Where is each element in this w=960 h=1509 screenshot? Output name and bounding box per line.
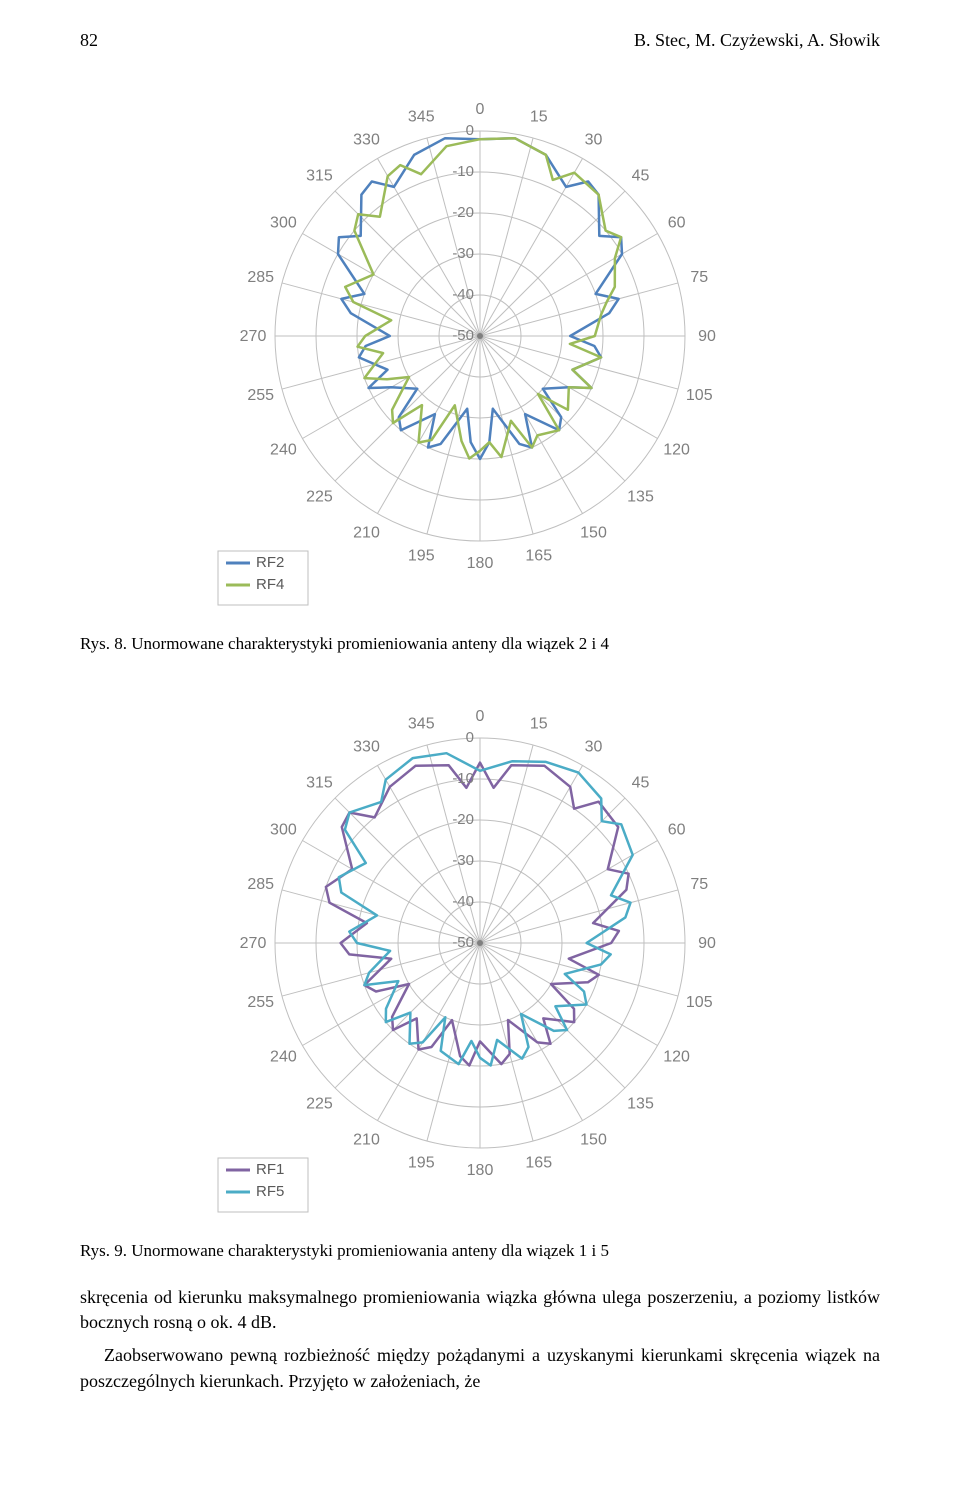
svg-text:30: 30 <box>585 131 603 148</box>
svg-text:-50: -50 <box>452 327 474 344</box>
polar-chart-rf1-rf5: 0 15 30 45 60 75 90 105 120 135 150 165 180 195 210 225… <box>200 678 760 1233</box>
svg-text:195: 195 <box>408 547 435 564</box>
figure-8-caption: Rys. 8. Unormowane charakterystyki promi… <box>80 634 880 654</box>
svg-text:15: 15 <box>530 716 548 733</box>
svg-text:270: 270 <box>240 935 267 952</box>
page-header: 82 B. Stec, M. Czyżewski, A. Słowik <box>80 30 880 51</box>
svg-text:285: 285 <box>247 269 274 286</box>
svg-text:15: 15 <box>530 109 548 126</box>
svg-text:0: 0 <box>476 101 485 118</box>
svg-text:135: 135 <box>627 1096 654 1113</box>
figure-9-container: 0 15 30 45 60 75 90 105 120 135 150 165 180 195 210 225… <box>80 678 880 1233</box>
svg-text:45: 45 <box>632 774 650 791</box>
svg-text:165: 165 <box>525 547 552 564</box>
svg-text:105: 105 <box>686 994 713 1011</box>
svg-text:30: 30 <box>585 738 603 755</box>
svg-text:RF2: RF2 <box>256 554 284 571</box>
svg-text:-20: -20 <box>452 204 474 221</box>
body-paragraph-1: skręcenia od kierunku maksymalnego promi… <box>80 1285 880 1335</box>
svg-text:-40: -40 <box>452 893 474 910</box>
svg-text:0: 0 <box>476 708 485 725</box>
svg-text:120: 120 <box>663 442 690 459</box>
svg-text:255: 255 <box>247 994 274 1011</box>
svg-text:180: 180 <box>467 555 494 572</box>
svg-text:315: 315 <box>306 167 333 184</box>
svg-text:150: 150 <box>580 525 607 542</box>
page-authors: B. Stec, M. Czyżewski, A. Słowik <box>634 30 880 51</box>
svg-text:300: 300 <box>270 215 297 232</box>
svg-text:240: 240 <box>270 1049 297 1066</box>
svg-text:225: 225 <box>306 489 333 506</box>
svg-text:-40: -40 <box>452 286 474 303</box>
svg-text:255: 255 <box>247 387 274 404</box>
page-number: 82 <box>80 30 98 51</box>
polar-chart-rf2-rf4: 0 15 30 45 60 75 90 105 120 135 150 165 180 195 210 225… <box>200 71 760 626</box>
svg-text:105: 105 <box>686 387 713 404</box>
body-paragraph-2: Zaobserwowano pewną rozbieżność między p… <box>80 1343 880 1393</box>
svg-text:165: 165 <box>525 1154 552 1171</box>
svg-text:345: 345 <box>408 109 435 126</box>
svg-text:60: 60 <box>668 215 686 232</box>
svg-text:RF4: RF4 <box>256 576 284 593</box>
svg-text:0: 0 <box>466 729 474 746</box>
figure-9-caption: Rys. 9. Unormowane charakterystyki promi… <box>80 1241 880 1261</box>
svg-text:-10: -10 <box>452 163 474 180</box>
svg-text:-10: -10 <box>452 770 474 787</box>
svg-text:-30: -30 <box>452 245 474 262</box>
svg-text:330: 330 <box>353 131 380 148</box>
svg-text:-50: -50 <box>452 934 474 951</box>
svg-text:-20: -20 <box>452 811 474 828</box>
svg-text:150: 150 <box>580 1132 607 1149</box>
figure-8-container: 0 15 30 45 60 75 90 105 120 135 150 165 180 195 210 225… <box>80 71 880 626</box>
svg-text:210: 210 <box>353 1132 380 1149</box>
svg-text:90: 90 <box>698 328 716 345</box>
svg-text:210: 210 <box>353 525 380 542</box>
svg-text:180: 180 <box>467 1162 494 1179</box>
svg-text:345: 345 <box>408 716 435 733</box>
svg-text:330: 330 <box>353 738 380 755</box>
svg-text:-30: -30 <box>452 852 474 869</box>
svg-text:270: 270 <box>240 328 267 345</box>
svg-text:195: 195 <box>408 1154 435 1171</box>
svg-text:285: 285 <box>247 876 274 893</box>
svg-text:RF5: RF5 <box>256 1183 284 1200</box>
svg-text:RF1: RF1 <box>256 1161 284 1178</box>
svg-text:135: 135 <box>627 489 654 506</box>
svg-text:75: 75 <box>690 269 708 286</box>
svg-text:45: 45 <box>632 167 650 184</box>
svg-text:225: 225 <box>306 1096 333 1113</box>
svg-text:75: 75 <box>690 876 708 893</box>
svg-text:120: 120 <box>663 1049 690 1066</box>
svg-text:0: 0 <box>466 122 474 139</box>
svg-text:90: 90 <box>698 935 716 952</box>
svg-text:240: 240 <box>270 442 297 459</box>
svg-text:300: 300 <box>270 822 297 839</box>
svg-text:315: 315 <box>306 774 333 791</box>
svg-text:60: 60 <box>668 822 686 839</box>
